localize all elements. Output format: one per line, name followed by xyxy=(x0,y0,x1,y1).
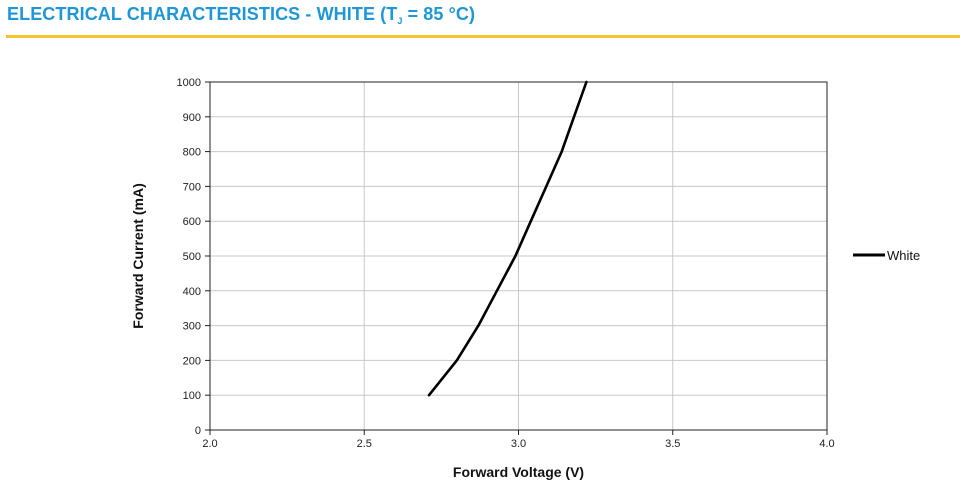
y-tick-label: 200 xyxy=(183,355,201,367)
x-tick-label: 4.0 xyxy=(819,438,834,450)
y-axis-title: Forward Current (mA) xyxy=(130,183,146,328)
x-tick-label: 3.0 xyxy=(511,438,526,450)
x-axis-title: Forward Voltage (V) xyxy=(453,464,584,480)
y-tick-label: 1000 xyxy=(177,77,201,89)
x-tick-label: 2.0 xyxy=(202,438,217,450)
y-tick-label: 600 xyxy=(183,216,201,228)
y-tick-label: 700 xyxy=(183,181,201,193)
series-layer xyxy=(427,80,588,397)
page-title: ELECTRICAL CHARACTERISTICS - WHITE (TJ =… xyxy=(7,4,476,26)
legend-label-white: White xyxy=(887,248,920,263)
x-tick-label: 2.5 xyxy=(357,438,372,450)
x-tick-label: 3.5 xyxy=(665,438,680,450)
y-tick-label: 800 xyxy=(183,147,201,159)
title-prefix: ELECTRICAL CHARACTERISTICS - WHITE (T xyxy=(7,4,398,24)
x-axis-ticks: 2.0 2.5 3.0 3.5 4.0 xyxy=(202,430,835,450)
header-rule xyxy=(6,35,960,38)
title-subscript: J xyxy=(397,16,403,26)
page-header: ELECTRICAL CHARACTERISTICS - WHITE (TJ =… xyxy=(7,4,475,30)
y-tick-label: 300 xyxy=(183,321,201,333)
y-tick-label: 400 xyxy=(183,286,201,298)
series-line-white xyxy=(427,80,588,397)
y-axis-ticks: 0 100 200 300 400 500 600 700 800 900 1000 xyxy=(177,77,210,437)
grid xyxy=(210,82,827,430)
y-tick-label: 100 xyxy=(183,390,201,402)
title-suffix: = 85 °C) xyxy=(402,4,476,24)
y-tick-label: 0 xyxy=(195,425,201,437)
y-tick-label: 500 xyxy=(183,251,201,263)
y-tick-label: 900 xyxy=(183,112,201,124)
legend: White xyxy=(853,248,920,263)
